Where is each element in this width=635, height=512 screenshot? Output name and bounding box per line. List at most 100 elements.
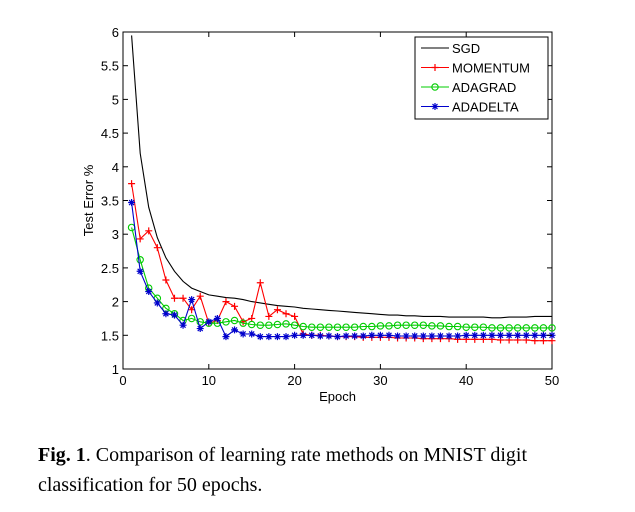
data-point-star [497, 331, 505, 339]
data-point-plus [431, 64, 439, 71]
data-point-plus [231, 302, 239, 310]
data-point-circle [445, 322, 453, 331]
data-point-plus [145, 227, 153, 235]
data-point-star [325, 332, 333, 340]
data-point-plus [256, 279, 264, 287]
data-point-circle [410, 321, 419, 329]
data-point-circle [196, 318, 204, 326]
x-tick-label: 40 [459, 373, 473, 388]
data-point-star [188, 296, 196, 304]
data-point-plus [282, 310, 290, 318]
data-point-circle [308, 323, 316, 331]
data-point-circle [453, 322, 462, 331]
y-tick-label: 2.5 [101, 261, 119, 276]
data-point-plus [222, 298, 230, 306]
data-point-star [431, 103, 439, 110]
y-tick-label: 1 [112, 362, 119, 377]
data-point-star [162, 310, 170, 318]
data-point-plus [188, 306, 196, 314]
data-point-circle [479, 323, 488, 331]
data-point-star [213, 314, 221, 322]
data-point-star [248, 330, 256, 338]
data-point-star [291, 331, 299, 339]
caption-text: . Comparison of learning rate methods on… [38, 444, 528, 496]
series-line-sgd [131, 35, 552, 319]
data-point-star [505, 331, 513, 339]
data-point-plus [196, 292, 204, 300]
legend-label-sgd: SGD [452, 41, 480, 56]
learning-rate-chart: 0 10 20 30 40 50 1 1.5 2 2.5 3 3.5 4 4.5 5 5.5 6 Epoch T… [81, 25, 559, 404]
data-point-circle [513, 324, 522, 332]
data-point-star [265, 333, 273, 341]
y-tick-label: 4.5 [101, 126, 119, 141]
data-point-circle [402, 321, 410, 329]
data-point-plus [291, 312, 299, 320]
series-layer [127, 35, 556, 345]
series-momentum [128, 180, 556, 345]
data-point-star [411, 332, 419, 340]
data-point-star [488, 331, 496, 339]
data-point-circle [127, 223, 136, 232]
data-point-circle [325, 323, 333, 331]
data-point-circle [282, 320, 290, 328]
data-point-star [385, 331, 393, 339]
data-point-circle [187, 314, 196, 323]
data-point-circle [436, 322, 445, 330]
data-point-plus [136, 235, 144, 243]
data-point-star [454, 332, 462, 340]
data-point-circle [273, 320, 282, 329]
y-tick-label: 2 [112, 295, 119, 310]
data-point-circle [505, 324, 513, 332]
data-point-star [273, 333, 281, 341]
data-point-star [462, 331, 470, 339]
data-point-circle [359, 322, 367, 331]
y-tick-label: 5.5 [101, 59, 119, 74]
data-point-circle [265, 321, 273, 329]
data-point-star [359, 332, 367, 340]
data-point-star [342, 332, 350, 340]
x-tick-label: 20 [287, 373, 301, 388]
data-point-circle [428, 322, 436, 330]
data-point-star [136, 267, 144, 275]
data-point-star [299, 331, 307, 339]
data-point-circle [350, 323, 359, 331]
data-point-star [479, 331, 487, 339]
data-point-star [222, 333, 230, 341]
data-point-star [368, 331, 376, 339]
x-tick-label: 10 [202, 373, 216, 388]
data-point-circle [230, 316, 239, 325]
tick-layer: 0 10 20 30 40 50 1 1.5 2 2.5 3 3.5 4 4.5 5 5.5 6 [101, 25, 559, 388]
data-point-circle [488, 324, 496, 332]
legend-label-adadelta: ADADELTA [452, 100, 519, 115]
data-point-plus [170, 294, 178, 302]
data-point-circle [496, 324, 505, 332]
data-point-star [514, 331, 522, 339]
y-tick-label: 6 [112, 25, 119, 40]
figure-caption: Fig. 1. Comparison of learning rate meth… [38, 440, 618, 500]
data-point-star [239, 330, 247, 338]
data-point-circle [299, 322, 307, 331]
data-point-star [531, 331, 539, 339]
data-point-star [428, 332, 436, 340]
data-point-circle [247, 320, 256, 329]
series-adadelta [128, 199, 556, 341]
data-point-circle [222, 318, 230, 326]
data-point-star [282, 333, 290, 341]
legend-label-momentum: MOMENTUM [452, 61, 530, 76]
data-point-star [522, 331, 530, 339]
data-point-plus [265, 312, 273, 320]
data-point-star [436, 332, 444, 340]
data-point-star [256, 333, 264, 341]
data-point-star [196, 325, 204, 333]
data-point-circle [539, 324, 548, 332]
data-point-plus [179, 294, 187, 302]
data-point-star [128, 199, 136, 207]
data-point-circle [385, 322, 393, 330]
x-tick-label: 50 [545, 373, 559, 388]
data-point-circle [431, 83, 439, 91]
data-point-star [419, 332, 427, 340]
data-point-circle [316, 323, 325, 331]
data-point-star [402, 332, 410, 340]
data-point-star [394, 332, 402, 340]
data-point-circle [462, 323, 470, 331]
